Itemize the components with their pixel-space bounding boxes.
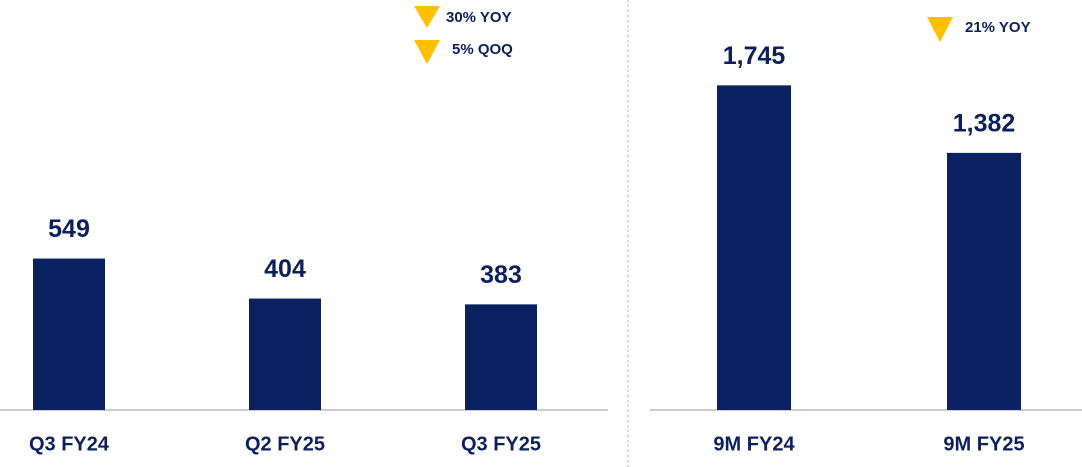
x-tick-label: Q2 FY25 xyxy=(245,433,325,455)
bar xyxy=(33,258,105,410)
annotation: 21% YOY xyxy=(965,19,1031,36)
bar xyxy=(465,304,537,410)
bar xyxy=(249,298,321,410)
x-tick-label: 9M FY25 xyxy=(943,433,1024,455)
value-label: 1,382 xyxy=(953,109,1016,137)
bar xyxy=(947,152,1021,410)
annotation: 5% QOQ xyxy=(452,41,513,58)
value-label: 383 xyxy=(480,261,522,289)
x-tick-label: 9M FY24 xyxy=(713,433,795,455)
value-label: 549 xyxy=(48,215,90,243)
x-tick-label: Q3 FY25 xyxy=(461,433,541,455)
annotation: 30% YOY xyxy=(446,9,512,26)
value-label: 404 xyxy=(264,255,306,283)
down-arrow xyxy=(414,40,440,64)
down-arrow xyxy=(927,17,953,42)
down-arrow xyxy=(414,6,440,28)
value-label: 1,745 xyxy=(723,42,786,70)
bar xyxy=(717,85,791,410)
x-tick-label: Q3 FY24 xyxy=(29,433,110,455)
